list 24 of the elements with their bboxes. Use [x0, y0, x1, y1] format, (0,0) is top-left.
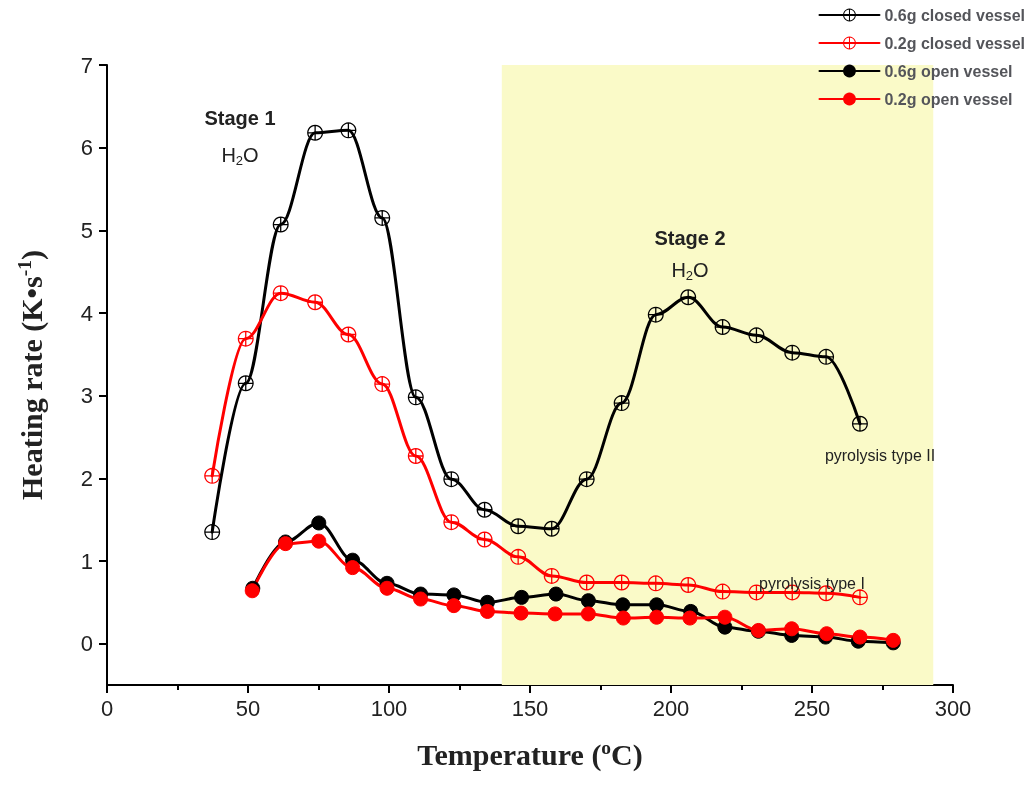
legend-label: 0.2g open vessel	[884, 90, 1013, 108]
annotation: Stage 2	[654, 227, 726, 249]
legend-label: 0.6g closed vessel	[884, 6, 1025, 24]
x-tick-label: 200	[652, 695, 690, 721]
y-axis-title: Heating rate (K•s-1)	[13, 249, 49, 501]
annotation: pyrolysis type I	[759, 574, 865, 592]
x-tick-label: 0	[100, 695, 114, 721]
x-tick-label: 300	[934, 695, 972, 721]
y-tick-label: 2	[80, 465, 93, 491]
y-tick-label: 1	[80, 548, 93, 574]
y-tick-label: 5	[80, 217, 93, 243]
legend-label: 0.2g closed vessel	[884, 34, 1025, 52]
y-tick-label: 3	[80, 383, 93, 409]
annotation: Stage 1	[204, 107, 276, 129]
legend-label: 0.6g open vessel	[884, 62, 1013, 80]
x-tick-label: 250	[793, 695, 831, 721]
y-tick-label: 0	[80, 631, 93, 657]
y-tick-label: 4	[80, 300, 93, 326]
y-tick-label: 6	[80, 135, 93, 161]
y-tick-label: 7	[80, 52, 93, 78]
x-tick-label: 150	[511, 695, 549, 721]
x-tick-label: 100	[370, 695, 408, 721]
x-tick-label: 50	[235, 695, 261, 721]
annotation: pyrolysis type II	[824, 446, 936, 464]
